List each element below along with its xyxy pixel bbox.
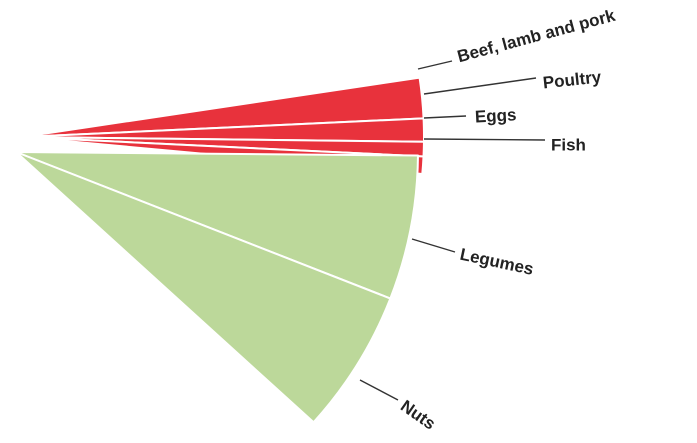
slice-label: Eggs (474, 105, 516, 126)
pie-slice-nuts (15, 151, 392, 424)
slice-label: Beef, lamb and pork (455, 6, 617, 67)
leader-line (423, 138, 546, 141)
slice-label: Poultry (542, 67, 603, 92)
leader-line (417, 60, 453, 70)
pie-slice-legumes (15, 151, 419, 300)
leader-line (423, 77, 537, 95)
leader-line (359, 379, 399, 401)
slice-label: Fish (551, 135, 586, 154)
pie-wedges (15, 76, 425, 424)
leader-line (423, 115, 467, 119)
slice-label: Legumes (458, 245, 535, 279)
slice-label: Nuts (397, 396, 439, 433)
leader-line (411, 238, 456, 253)
